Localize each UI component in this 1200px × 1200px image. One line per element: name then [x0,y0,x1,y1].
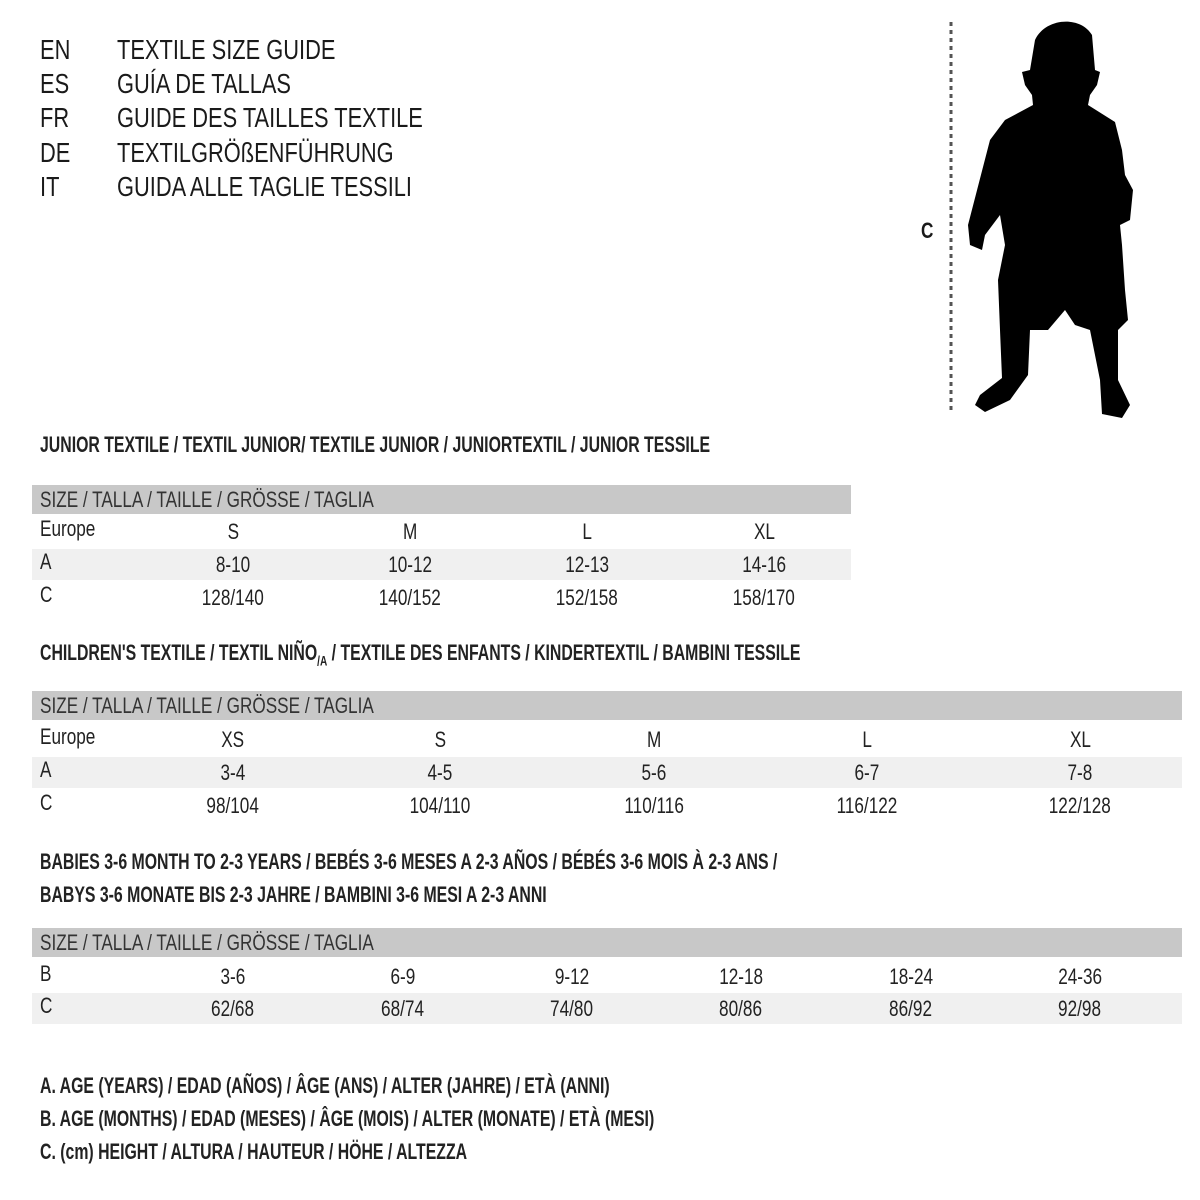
table-row: C 98/104 104/110 110/116 116/122 122/128 [32,790,1182,821]
language-code: DE [40,137,71,168]
table-cell: 152/158 [555,585,619,610]
table-cell: 4-5 [427,760,453,785]
table-cell: S [434,727,446,752]
row-label: A [40,757,52,782]
table-row: A 8-10 10-12 12-13 14-16 [32,549,851,580]
table-cell: 92/98 [1058,996,1102,1021]
language-title: GUÍA DE TALLAS [117,68,291,99]
table-cell: 86/92 [889,996,933,1021]
table-cell: 110/116 [624,793,684,818]
table-cell: XL [753,519,775,544]
table-cell: L [582,519,592,544]
table-row: Europe XS S M L XL [32,724,1182,755]
table-cell: 68/74 [381,996,425,1021]
table-cell: 98/104 [206,793,260,818]
row-label: Europe [40,724,96,749]
children-section-title: CHILDREN'S TEXTILE / TEXTIL NIÑO/A / TEX… [40,640,801,669]
table-row: B 3-6 6-9 9-12 12-18 18-24 24-36 [32,961,1182,992]
table-cell: 18-24 [889,964,933,989]
children-table-header: SIZE / TALLA / TAILLE / GRÖSSE / TAGLIA [32,691,1182,720]
table-cell: 140/152 [378,585,442,610]
table-cell: M [646,727,662,752]
table-cell: 6-7 [854,760,880,785]
language-title: TEXTILE SIZE GUIDE [117,34,336,65]
table-cell: L [862,727,872,752]
row-label: C [40,790,53,815]
junior-section-title: JUNIOR TEXTILE / TEXTIL JUNIOR/ TEXTILE … [40,432,711,457]
table-cell: 74/80 [550,996,594,1021]
table-cell: 24-36 [1058,964,1102,989]
language-code: FR [40,102,70,133]
table-cell: 3-6 [220,964,246,989]
legend-item-b: B. AGE (MONTHS) / EDAD (MESES) / ÂGE (MO… [40,1106,655,1131]
table-cell: 122/128 [1048,793,1112,818]
table-cell: 6-9 [390,964,416,989]
table-row: C 62/68 68/74 74/80 80/86 86/92 92/98 [32,993,1182,1024]
table-cell: 14-16 [742,552,786,577]
table-cell: 80/86 [719,996,763,1021]
table-row: C 128/140 140/152 152/158 158/170 [32,582,851,613]
table-cell: 8-10 [215,552,251,577]
junior-table-header: SIZE / TALLA / TAILLE / GRÖSSE / TAGLIA [32,485,851,514]
table-cell: 104/110 [409,793,471,818]
table-cell: 12-13 [565,552,609,577]
table-cell: 158/170 [732,585,796,610]
table-cell: S [227,519,239,544]
babies-table-header: SIZE / TALLA / TAILLE / GRÖSSE / TAGLIA [32,928,1182,957]
child-silhouette-icon [949,21,1133,418]
table-cell: M [402,519,418,544]
table-cell: 12-18 [719,964,763,989]
table-cell: 10-12 [388,552,432,577]
table-cell: 7-8 [1067,760,1093,785]
row-label: A [40,549,52,574]
language-code: IT [40,171,60,202]
table-cell: 5-6 [641,760,667,785]
row-label: C [40,582,53,607]
babies-section-title-line2: BABYS 3-6 MONATE BIS 2-3 JAHRE / BAMBINI… [40,882,547,907]
language-code: EN [40,34,71,65]
language-title: GUIDA ALLE TAGLIE TESSILI [117,171,412,202]
row-label: Europe [40,516,96,541]
language-code: ES [40,68,70,99]
legend-item-a: A. AGE (YEARS) / EDAD (AÑOS) / ÂGE (ANS)… [40,1073,610,1098]
babies-section-title-line1: BABIES 3-6 MONTH TO 2-3 YEARS / BEBÉS 3-… [40,849,778,874]
table-row: A 3-4 4-5 5-6 6-7 7-8 [32,757,1182,788]
height-measure-label: C [921,218,934,243]
language-title: TEXTILGRÖßENFÜHRUNG [117,137,394,168]
table-cell: 3-4 [220,760,246,785]
table-cell: XL [1069,727,1091,752]
table-cell: XS [221,727,245,752]
table-cell: 116/122 [836,793,898,818]
row-label: B [40,961,52,986]
row-label: C [40,993,53,1018]
table-cell: 128/140 [201,585,265,610]
language-title: GUIDE DES TAILLES TEXTILE [117,102,423,133]
legend-item-c: C. (cm) HEIGHT / ALTURA / HAUTEUR / HÖHE… [40,1139,468,1164]
table-cell: 62/68 [211,996,255,1021]
table-cell: 9-12 [554,964,590,989]
table-row: Europe S M L XL [32,516,851,547]
